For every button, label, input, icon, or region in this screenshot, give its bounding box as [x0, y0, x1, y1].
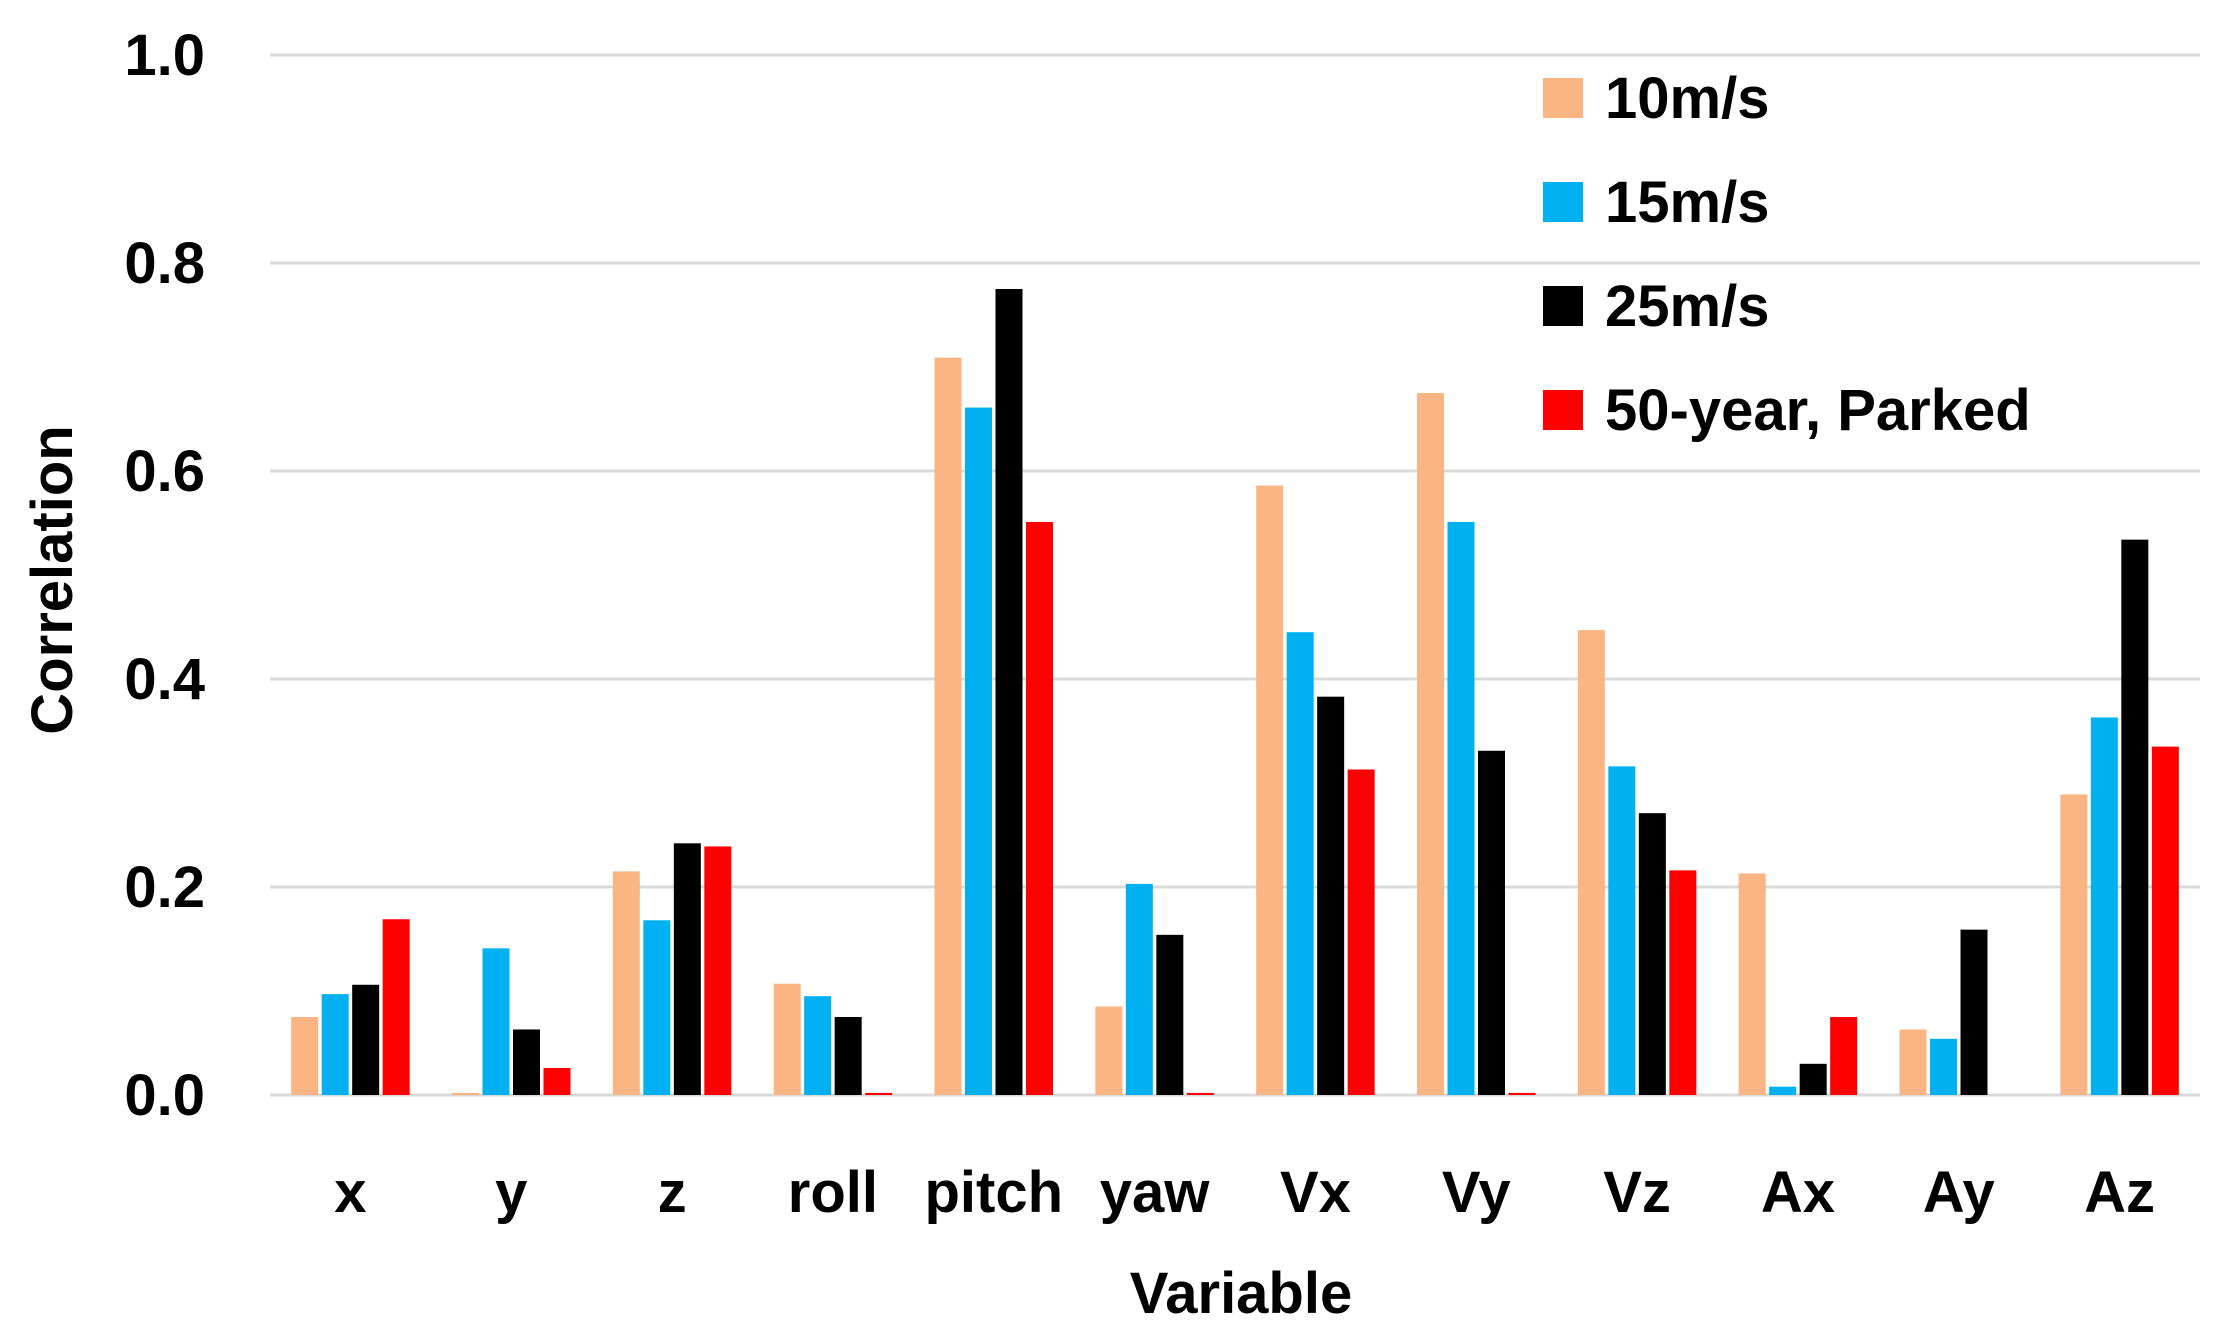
y-tick-labels: 0.0 0.2 0.4 0.6 0.8 1.0: [124, 23, 205, 1128]
bar-roll-0: [773, 983, 801, 1095]
bar-Az-1: [2090, 717, 2118, 1095]
x-category-label: Vz: [1603, 1160, 1671, 1225]
bar-Vz-0: [1577, 630, 1605, 1095]
bar-x-3: [382, 919, 410, 1095]
x-category-label: y: [495, 1160, 527, 1225]
bar-Vy-3: [1508, 1092, 1536, 1095]
legend-label: 25m/s: [1605, 274, 1769, 339]
bar-Vy-1: [1447, 521, 1475, 1095]
x-category-label: Vy: [1442, 1160, 1511, 1225]
x-category-label: Vx: [1280, 1160, 1351, 1225]
bar-Ay-2: [1960, 929, 1988, 1095]
x-category-label: roll: [788, 1160, 878, 1225]
legend-label: 10m/s: [1605, 66, 1769, 131]
bar-Vy-0: [1417, 393, 1444, 1095]
bar-y-2: [513, 1029, 540, 1095]
bar-pitch-3: [1026, 521, 1053, 1095]
bar-Ax-3: [1830, 1017, 1858, 1095]
x-category-label: pitch: [924, 1160, 1063, 1225]
x-axis-title: Variable: [1130, 1261, 1352, 1326]
bar-pitch-0: [934, 357, 962, 1095]
bar-Vx-3: [1347, 769, 1375, 1095]
bar-roll-2: [834, 1017, 862, 1095]
legend-swatch: [1543, 390, 1583, 430]
legend-swatch: [1543, 286, 1583, 326]
bar-Vx-0: [1256, 485, 1284, 1095]
x-category-label: yaw: [1100, 1160, 1211, 1225]
bar-x-2: [352, 984, 380, 1095]
bar-yaw-1: [1125, 883, 1153, 1095]
bar-y-1: [482, 948, 510, 1095]
legend-label: 50-year, Parked: [1605, 378, 2031, 443]
x-category-label: z: [658, 1160, 687, 1225]
bar-x-1: [321, 994, 349, 1095]
bar-Vz-1: [1608, 766, 1636, 1095]
bar-z-3: [704, 846, 732, 1095]
x-category-labels: x y z roll pitch yaw Vx Vy Vz Ax Ay Az: [334, 1160, 2155, 1225]
y-tick-label: 1.0: [124, 23, 205, 88]
bar-Vx-2: [1317, 696, 1345, 1095]
y-tick-label: 0.8: [124, 231, 205, 296]
bar-Vx-1: [1286, 632, 1314, 1095]
bar-yaw-3: [1186, 1092, 1214, 1095]
gridlines: [270, 53, 2200, 1097]
x-category-label: Ax: [1761, 1160, 1835, 1225]
bar-roll-3: [865, 1092, 893, 1095]
bar-Vy-2: [1478, 750, 1505, 1095]
bar-Az-0: [2060, 794, 2088, 1095]
x-category-label: x: [334, 1160, 366, 1225]
legend-label: 15m/s: [1605, 170, 1769, 235]
bar-y-0: [452, 1092, 479, 1095]
bar-yaw-0: [1095, 1006, 1123, 1095]
bar-Ax-1: [1769, 1086, 1797, 1095]
bar-z-1: [643, 920, 671, 1095]
y-tick-label: 0.6: [124, 439, 205, 504]
bar-Az-3: [2151, 746, 2179, 1095]
legend-swatch: [1543, 182, 1583, 222]
bar-Ax-0: [1738, 873, 1766, 1095]
y-tick-label: 0.4: [124, 647, 205, 712]
bars: [291, 289, 2179, 1095]
x-category-label: Az: [2084, 1160, 2155, 1225]
bar-Vz-2: [1638, 813, 1666, 1095]
bar-y-3: [543, 1067, 571, 1095]
legend: 10m/s 15m/s 25m/s 50-year, Parked: [1543, 66, 2031, 443]
bar-Ay-0: [1899, 1029, 1927, 1095]
y-tick-label: 0.0: [124, 1063, 205, 1128]
bar-Az-2: [2121, 539, 2149, 1095]
bar-z-2: [673, 843, 701, 1095]
bar-Ax-2: [1799, 1063, 1827, 1095]
y-tick-label: 0.2: [124, 855, 205, 920]
bar-pitch-2: [995, 289, 1023, 1095]
bar-x-0: [291, 1017, 319, 1095]
x-category-label: Ay: [1923, 1160, 1995, 1225]
bar-pitch-1: [965, 407, 992, 1095]
bar-z-0: [612, 871, 640, 1095]
bar-yaw-2: [1156, 934, 1184, 1095]
y-axis-title: Correlation: [20, 425, 85, 734]
legend-swatch: [1543, 78, 1583, 118]
bar-Ay-1: [1930, 1038, 1957, 1095]
bar-Vz-3: [1669, 870, 1697, 1095]
bar-roll-1: [804, 996, 832, 1095]
